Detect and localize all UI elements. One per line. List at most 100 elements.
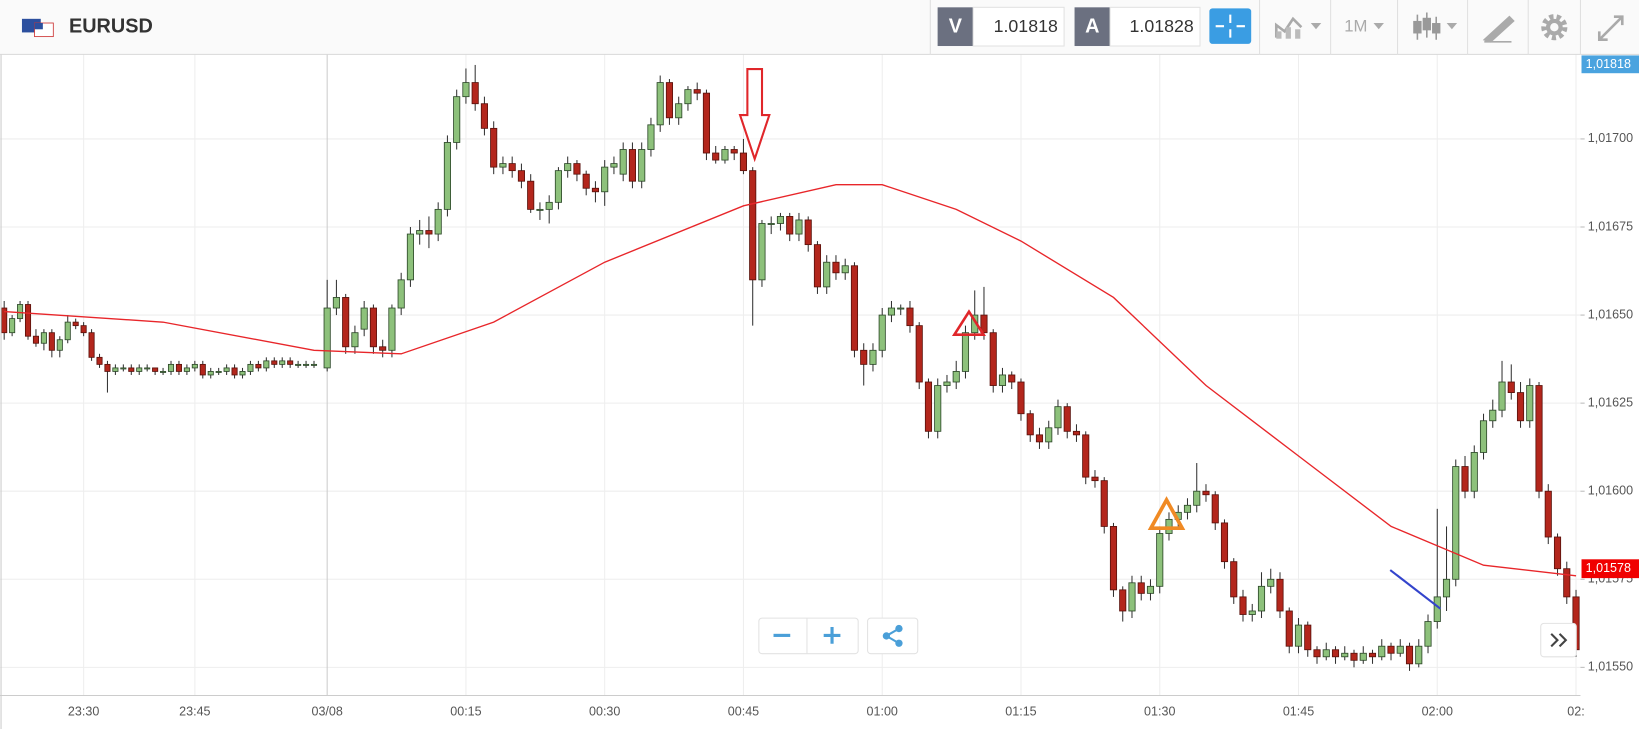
candle-body xyxy=(1054,406,1062,429)
candle-body xyxy=(730,149,738,154)
candle-body xyxy=(647,124,655,150)
candle-body xyxy=(80,325,87,334)
candle-body xyxy=(1461,466,1469,492)
sell-price-box[interactable] xyxy=(972,6,1065,47)
candle-body xyxy=(767,223,775,225)
zoom-in-button[interactable] xyxy=(823,627,841,644)
price-axis xyxy=(1580,54,1639,729)
candle-body xyxy=(1017,381,1025,415)
timeframe[interactable]: 1M xyxy=(1344,17,1367,36)
candle-body xyxy=(564,163,572,172)
candle-body xyxy=(271,360,278,365)
candle-body xyxy=(795,219,803,235)
candle-body xyxy=(1387,645,1395,654)
candle-body xyxy=(231,367,238,376)
candle-body xyxy=(434,208,442,235)
candle-body xyxy=(480,103,488,129)
sell-price: 1.01818 xyxy=(994,16,1058,36)
candle-body xyxy=(943,381,951,386)
candle-body xyxy=(1091,476,1099,482)
candle-body xyxy=(1359,652,1367,661)
us-flag-canton xyxy=(34,23,43,30)
candle-body xyxy=(136,367,143,372)
x-tick-label: 01:45 xyxy=(1283,705,1314,719)
x-tick-label: 01:00 xyxy=(867,705,898,719)
draw-button[interactable] xyxy=(1482,15,1515,43)
axis-labels: 1,015501,015751,016001,016251,016501,016… xyxy=(68,55,1639,719)
candle-body xyxy=(1489,409,1497,422)
candle-body xyxy=(952,371,960,383)
candle-body xyxy=(223,367,230,372)
candle-body xyxy=(1405,645,1414,665)
candle-body xyxy=(1526,385,1534,422)
y-tick-label: 1,01650 xyxy=(1588,307,1633,321)
candle-body xyxy=(40,332,47,344)
candle-body xyxy=(832,261,840,274)
candle-body xyxy=(279,360,286,365)
plot-area xyxy=(0,54,1581,696)
candle-body xyxy=(1368,652,1377,658)
candle-body xyxy=(693,89,701,94)
toolbar: EURUSD V 1.01818 A 1.01828 1M xyxy=(0,0,1639,55)
candle-body xyxy=(1109,526,1118,591)
zoom-out-button[interactable] xyxy=(773,633,791,637)
candle-body xyxy=(462,82,470,98)
candle-body xyxy=(656,82,664,126)
candle-body xyxy=(998,374,1007,386)
candle-body xyxy=(369,307,377,348)
candle-body xyxy=(1128,582,1136,612)
x-tick-label: 00:15 xyxy=(450,705,481,719)
candle-body xyxy=(1276,578,1284,612)
candle-body xyxy=(508,163,516,172)
candle-body xyxy=(1082,434,1090,478)
candle-body xyxy=(1045,427,1053,443)
crosshair-button[interactable] xyxy=(1209,8,1252,44)
chart-type-button[interactable] xyxy=(1413,12,1458,40)
triangle-marker xyxy=(951,309,986,336)
candle-body xyxy=(1230,561,1238,598)
candle-body xyxy=(490,127,498,168)
candle-body xyxy=(628,149,637,182)
candle-body xyxy=(573,163,581,175)
fullscreen-button[interactable] xyxy=(1597,15,1624,42)
candle-body xyxy=(351,332,359,348)
candle-body xyxy=(175,363,182,372)
candle-body xyxy=(310,363,318,366)
buy-label-box[interactable] xyxy=(1074,7,1111,47)
x-tick-label: 23:45 xyxy=(179,705,210,719)
candle-body xyxy=(379,346,387,351)
indicators-button[interactable] xyxy=(1274,16,1322,39)
candle-body xyxy=(702,92,711,154)
chevrons xyxy=(1550,633,1568,648)
buy-price-box[interactable] xyxy=(1109,6,1201,47)
candle-body xyxy=(332,297,340,309)
candle-body xyxy=(684,89,692,105)
candle-body xyxy=(1433,596,1441,622)
candle-body xyxy=(56,339,63,351)
candle-body xyxy=(860,349,868,365)
candle-body xyxy=(1294,624,1303,647)
candle-body xyxy=(406,233,414,281)
candle-body xyxy=(1415,645,1423,665)
candle-body xyxy=(841,265,849,274)
caret xyxy=(1373,23,1384,30)
candle-body xyxy=(980,314,988,334)
candle-body xyxy=(425,230,433,235)
candle-body xyxy=(850,265,859,351)
candle-body xyxy=(1516,392,1525,422)
sell-label-box[interactable] xyxy=(937,7,974,47)
candle-body xyxy=(96,356,103,365)
candle-body xyxy=(64,321,71,341)
candle-body xyxy=(1424,621,1432,647)
share-button[interactable] xyxy=(882,624,903,647)
candle-body xyxy=(1396,645,1404,654)
candle-body xyxy=(17,304,24,320)
settings-button[interactable] xyxy=(1541,14,1568,41)
candle-body xyxy=(88,332,95,358)
candle-body xyxy=(191,363,198,369)
buy-price: 1.01828 xyxy=(1130,16,1194,36)
candle-body xyxy=(813,244,822,288)
candle-body xyxy=(215,371,222,373)
candle-body xyxy=(601,166,609,193)
